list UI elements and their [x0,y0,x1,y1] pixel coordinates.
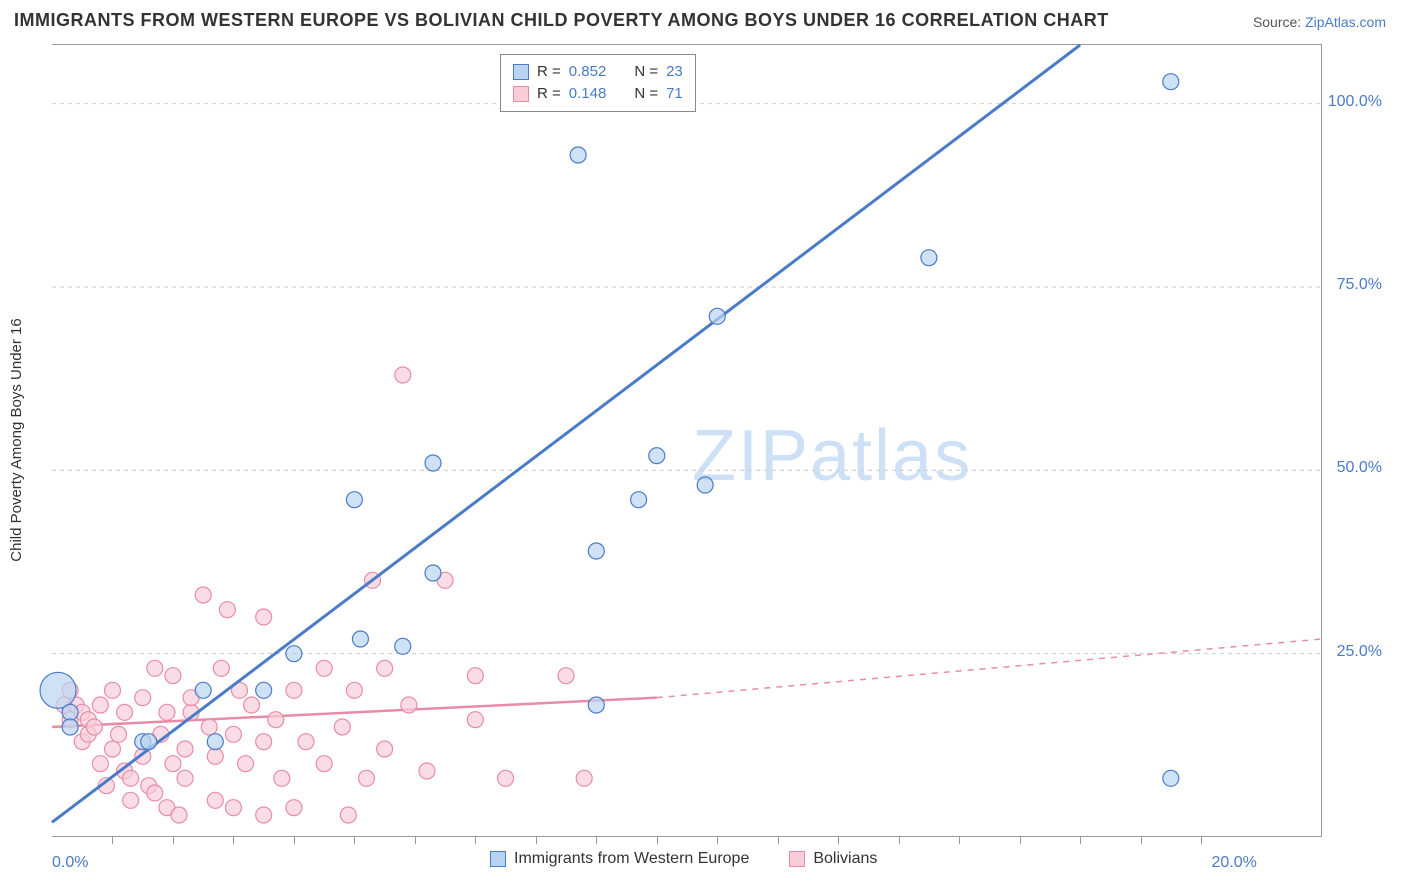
r-value-blue: 0.852 [569,61,607,83]
plot-area: ZIPatlas [52,44,1322,836]
x-minor-tick [475,836,476,844]
legend-row-blue: R = 0.852 N = 23 [513,61,683,83]
x-minor-tick [536,836,537,844]
x-axis-line [52,836,1322,837]
x-minor-tick [657,836,658,844]
series-legend: Immigrants from Western Europe Bolivians [490,850,877,868]
r-value-pink: 0.148 [569,83,607,105]
x-minor-tick [415,836,416,844]
n-label: N = [634,61,658,83]
legend-item-pink: Bolivians [789,850,877,868]
x-minor-tick [838,836,839,844]
swatch-blue [490,851,506,867]
source-label: Source: [1253,14,1305,30]
x-tick-label: 0.0% [52,854,88,872]
x-minor-tick [173,836,174,844]
y-tick-label: 75.0% [1337,276,1382,294]
x-tick-label: 20.0% [1212,854,1257,872]
n-label: N = [634,83,658,105]
x-minor-tick [596,836,597,844]
r-label: R = [537,61,561,83]
x-minor-tick [1141,836,1142,844]
n-value-blue: 23 [666,61,683,83]
x-minor-tick [959,836,960,844]
swatch-blue [513,64,529,80]
legend-label-blue: Immigrants from Western Europe [514,850,749,868]
y-tick-label: 100.0% [1328,93,1382,111]
source-attribution: Source: ZipAtlas.com [1253,14,1386,30]
x-minor-tick [354,836,355,844]
legend-label-pink: Bolivians [813,850,877,868]
x-minor-tick [717,836,718,844]
x-minor-tick [233,836,234,844]
y-axis-label: Child Poverty Among Boys Under 16 [8,318,25,561]
x-minor-tick [778,836,779,844]
y-tick-label: 50.0% [1337,459,1382,477]
legend-item-blue: Immigrants from Western Europe [490,850,749,868]
y-tick-label: 25.0% [1337,643,1382,661]
correlation-legend: R = 0.852 N = 23 R = 0.148 N = 71 [500,54,696,112]
x-minor-tick [1201,836,1202,844]
swatch-pink [513,86,529,102]
n-value-pink: 71 [666,83,683,105]
x-minor-tick [899,836,900,844]
legend-row-pink: R = 0.148 N = 71 [513,83,683,105]
swatch-pink [789,851,805,867]
x-minor-tick [1080,836,1081,844]
source-link[interactable]: ZipAtlas.com [1305,14,1386,30]
chart-svg [52,45,1321,836]
x-minor-tick [1020,836,1021,844]
x-minor-tick [112,836,113,844]
chart-title: IMMIGRANTS FROM WESTERN EUROPE VS BOLIVI… [14,10,1109,31]
r-label: R = [537,83,561,105]
x-minor-tick [294,836,295,844]
